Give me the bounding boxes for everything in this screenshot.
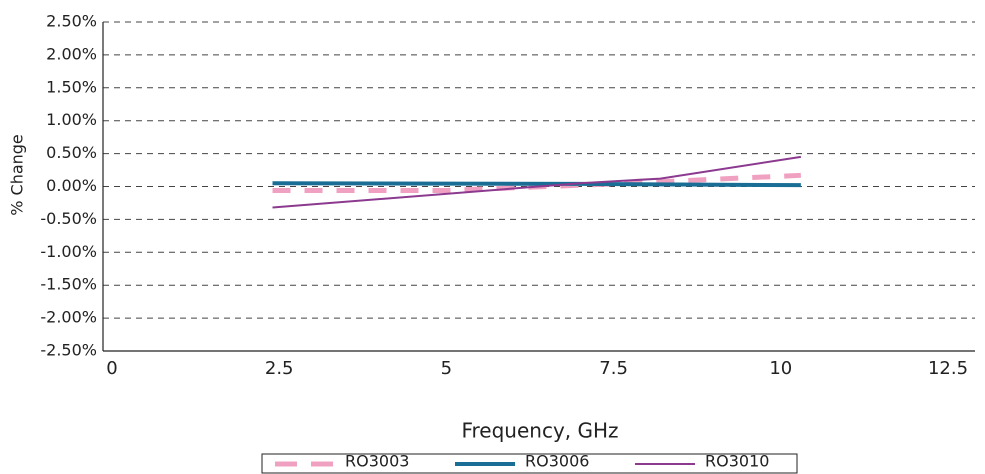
legend-box	[261, 453, 798, 474]
y-axis-label: % Change	[8, 134, 27, 216]
y-tick-label: -2.50%	[40, 341, 97, 360]
x-tick-label: 12.5	[928, 358, 968, 379]
y-tick-label: -1.00%	[40, 242, 97, 261]
legend-label: RO3010	[705, 452, 769, 471]
x-tick-label: 0	[106, 358, 117, 379]
x-tick-label: 5	[441, 358, 452, 379]
series-line	[272, 181, 801, 188]
y-tick-label: -0.50%	[40, 209, 97, 228]
y-tick-label: 0.00%	[46, 176, 97, 195]
x-tick-label: 10	[769, 358, 792, 379]
series-line	[272, 155, 802, 209]
y-tick-label: 1.00%	[46, 110, 97, 129]
legend-label: RO3003	[345, 452, 409, 471]
x-tick-label: 2.5	[265, 358, 294, 379]
y-tick-label: 2.00%	[46, 44, 97, 63]
y-tick-label: -2.00%	[40, 308, 97, 327]
x-axis-label: Frequency, GHz	[461, 419, 618, 443]
y-tick-label: 1.50%	[46, 77, 97, 96]
y-tick-label: 0.50%	[46, 143, 97, 162]
y-tick-label: 2.50%	[46, 12, 97, 31]
legend-label: RO3006	[525, 452, 589, 471]
y-tick-label: -1.50%	[40, 275, 97, 294]
x-tick-label: 7.5	[599, 358, 628, 379]
